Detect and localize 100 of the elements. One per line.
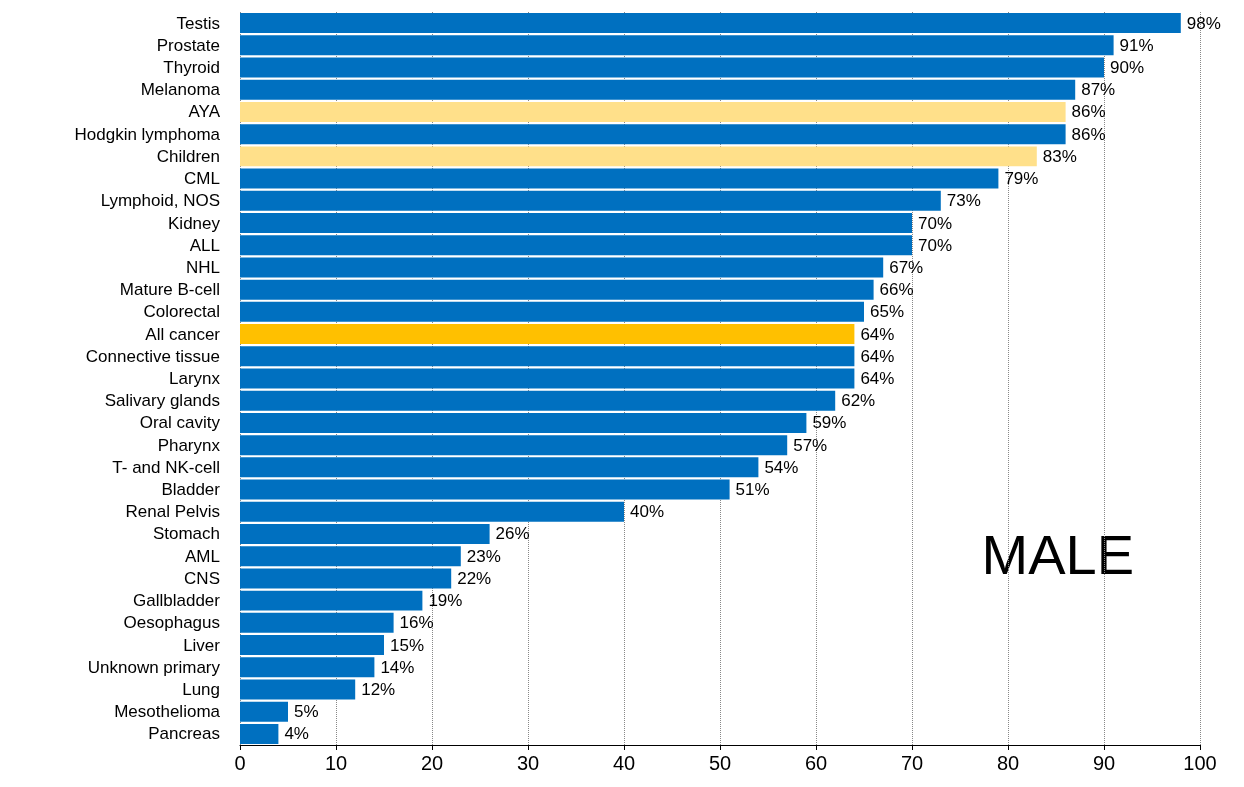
bar [240, 390, 836, 411]
data-label: 15% [390, 635, 425, 655]
y-tick-label: ALL [189, 235, 220, 255]
y-tick-label: Lymphoid, NOS [100, 191, 220, 211]
x-tick-label: 50 [708, 752, 732, 774]
y-tick-label: All cancer [145, 324, 221, 344]
data-label: 70% [918, 235, 953, 255]
data-label: 64% [860, 346, 895, 366]
y-tick-label: Colorectal [143, 302, 220, 322]
bar [240, 324, 855, 345]
bar [240, 57, 1104, 78]
bar [240, 546, 461, 567]
bar [240, 679, 356, 700]
y-tick-label: Unknown primary [87, 657, 221, 677]
x-tick-label: 80 [996, 752, 1020, 774]
bar [240, 523, 490, 544]
bar [240, 368, 855, 389]
y-tick-label: T- and NK-cell [112, 457, 220, 477]
bar [240, 279, 874, 300]
y-tick-label: Larynx [168, 369, 221, 388]
x-tick-label: 40 [612, 752, 636, 774]
y-tick-label: AML [185, 546, 220, 566]
y-tick-label: Bladder [161, 480, 221, 500]
y-tick-label: Renal Pelvis [125, 502, 220, 522]
y-tick-label: Salivary glands [104, 391, 220, 411]
x-tick-label: 0 [234, 752, 246, 774]
bar [240, 612, 394, 633]
bar [240, 301, 864, 322]
y-tick-label: Liver [183, 635, 221, 655]
y-tick-label: Prostate [156, 35, 220, 55]
x-tick-label: 90 [1092, 752, 1116, 774]
data-label: 23% [466, 546, 501, 566]
data-label: 83% [1042, 146, 1077, 166]
data-label: 70% [918, 213, 953, 233]
data-label: 86% [1071, 102, 1106, 122]
data-label: 51% [735, 480, 770, 500]
bar [240, 635, 384, 656]
data-label: 59% [812, 413, 847, 433]
bar [240, 435, 788, 456]
y-tick-label: Melanoma [140, 80, 221, 100]
data-label: 79% [1004, 169, 1039, 189]
data-label: 19% [428, 591, 463, 611]
data-label: 14% [380, 657, 415, 677]
x-tick-label: 30 [516, 752, 540, 774]
y-tick-label: CML [184, 169, 220, 189]
data-label: 26% [495, 524, 530, 544]
annotation: MALE [981, 522, 1134, 586]
data-label: 64% [860, 324, 895, 344]
bar [240, 190, 941, 211]
bar [240, 723, 279, 744]
bar [240, 235, 912, 256]
bar [240, 501, 624, 522]
y-tick-label: Children [156, 146, 220, 166]
bar [240, 35, 1114, 56]
bar [240, 568, 452, 589]
data-label: 5% [294, 702, 319, 722]
data-label: 91% [1119, 35, 1154, 55]
x-tick-label: 70 [900, 752, 924, 774]
bar [240, 479, 730, 500]
y-tick-label: Lung [182, 679, 220, 699]
bar [240, 346, 855, 367]
x-tick-label: 20 [420, 752, 444, 774]
data-label: 87% [1081, 80, 1116, 100]
y-tick-label: Gallbladder [133, 591, 221, 611]
y-tick-label: Hodgkin lymphoma [74, 124, 221, 144]
bar [240, 213, 912, 234]
y-tick-label: Oesophagus [123, 613, 220, 633]
y-tick-label: Kidney [168, 213, 221, 233]
y-tick-label: Thyroid [163, 58, 220, 78]
y-tick-label: NHL [185, 257, 220, 277]
y-tick-label: Oral cavity [139, 413, 221, 433]
data-label: 66% [879, 280, 914, 300]
bar [240, 13, 1181, 34]
data-label: 67% [889, 257, 924, 277]
data-label: 16% [399, 613, 434, 633]
data-label: 57% [793, 435, 828, 455]
bar [240, 79, 1076, 100]
data-label: 86% [1071, 124, 1106, 144]
data-label: 90% [1110, 58, 1145, 78]
data-label: 4% [284, 724, 309, 744]
data-label: 73% [946, 191, 981, 211]
bar [240, 412, 807, 433]
data-label: 65% [870, 302, 905, 322]
data-label: 40% [630, 502, 665, 522]
bar [240, 168, 999, 189]
bar [240, 257, 884, 278]
bar [240, 457, 759, 478]
x-tick-label: 10 [324, 752, 348, 774]
data-label: 64% [860, 369, 895, 388]
data-label: 12% [361, 679, 396, 699]
data-label: 98% [1186, 13, 1221, 33]
bar [240, 146, 1037, 167]
y-tick-label: Stomach [152, 524, 220, 544]
x-tick-label: 100 [1183, 752, 1217, 774]
bar [240, 101, 1066, 122]
data-label: 22% [457, 568, 492, 588]
x-tick-label: 60 [804, 752, 828, 774]
bar [240, 701, 288, 722]
y-tick-label: Mesothelioma [114, 702, 221, 722]
y-tick-label: Pharynx [157, 435, 221, 455]
